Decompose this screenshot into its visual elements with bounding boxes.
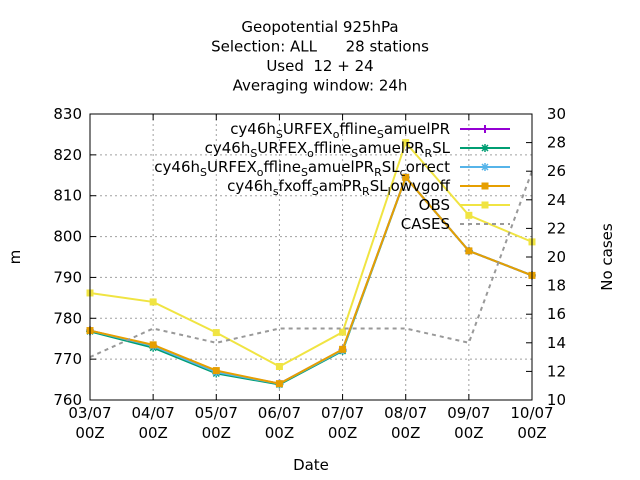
data-point xyxy=(465,211,473,219)
series-6 xyxy=(89,170,533,359)
legend-marker xyxy=(481,182,489,190)
y2-tick-label: 10 xyxy=(547,391,566,409)
x-tick-label: 00Z xyxy=(138,424,167,442)
x-tick-label: 00Z xyxy=(454,424,483,442)
data-point xyxy=(149,341,157,349)
y2-tick-label: 22 xyxy=(547,219,566,237)
legend-marker xyxy=(481,125,489,133)
data-point xyxy=(275,362,283,370)
chart-title: Geopotential 925hPa Selection: ALL 28 sta… xyxy=(211,18,429,95)
y-tick-label: 810 xyxy=(53,187,82,205)
y-tick-label: 830 xyxy=(53,105,82,123)
y-tick-label: 760 xyxy=(53,391,82,409)
x-tick-label: 05/07 xyxy=(195,404,238,422)
x-tick-label: 00Z xyxy=(75,424,104,442)
x-tick-label: 00Z xyxy=(517,424,546,442)
data-point xyxy=(149,298,157,306)
x-tick-label: 04/07 xyxy=(132,404,175,422)
series-line xyxy=(89,175,533,385)
x-tick-label: 08/07 xyxy=(384,404,427,422)
series-line xyxy=(89,140,533,368)
series-layer xyxy=(86,139,536,389)
legend: cy46hSURFEXofflineSamuelPRcy46hSURFEXoff… xyxy=(154,120,510,233)
title-line: Geopotential 925hPa xyxy=(241,18,398,36)
series-line xyxy=(89,175,533,385)
data-point xyxy=(402,173,410,181)
legend-label: cy46hSURFEXofflineSamuelPRRSL xyxy=(205,139,451,160)
legend-marker xyxy=(481,201,489,209)
x-tick-label: 10/07 xyxy=(510,404,553,422)
data-point xyxy=(212,367,220,375)
x-tick-label: 09/07 xyxy=(447,404,490,422)
data-point xyxy=(339,328,347,336)
y2-tick-label: 26 xyxy=(547,162,566,180)
data-point xyxy=(275,380,283,388)
y2-tick-label: 28 xyxy=(547,134,566,152)
axes: 760 770 780 790 800 810 820 830 10 12 14 16 18 20 22 24… xyxy=(53,105,566,442)
x-tick-label: 00Z xyxy=(328,424,357,442)
y-tick-label: 790 xyxy=(53,268,82,286)
y-tick-label: 820 xyxy=(53,146,82,164)
legend-label: cy46hSURFEXofflineSamuelPRRSLcorrect xyxy=(154,158,450,179)
x-tick-label: 00Z xyxy=(202,424,231,442)
x-tick-label: 07/07 xyxy=(321,404,364,422)
y2-axis-label: No cases xyxy=(598,223,616,291)
data-point xyxy=(402,139,410,147)
x-axis-label: Date xyxy=(293,456,329,474)
legend-label: OBS xyxy=(419,196,450,214)
legend-marker xyxy=(481,144,489,152)
y2-tick-label: 30 xyxy=(547,105,566,123)
legend-label: cy46hsfxoffSamPRRSLlowvgoff xyxy=(227,177,451,198)
legend-label: CASES xyxy=(401,215,450,233)
x-tick-label: 06/07 xyxy=(258,404,301,422)
y-tick-label: 780 xyxy=(53,309,82,327)
series-line xyxy=(89,170,533,359)
y-tick-label: 770 xyxy=(53,350,82,368)
y2-tick-label: 14 xyxy=(547,334,566,352)
legend-label: cy46hSURFEXofflineSamuelPR xyxy=(230,120,450,141)
series-line xyxy=(89,175,533,385)
y2-tick-label: 16 xyxy=(547,305,566,323)
x-tick-label: 00Z xyxy=(265,424,294,442)
title-line: Used 12 + 24 xyxy=(266,57,373,75)
y-tick-label: 800 xyxy=(53,228,82,246)
y2-tick-label: 24 xyxy=(547,191,566,209)
legend-marker xyxy=(481,163,489,171)
grid xyxy=(90,114,532,400)
x-tick-label: 03/07 xyxy=(68,404,111,422)
x-tick-label: 00Z xyxy=(391,424,420,442)
data-point xyxy=(465,247,473,255)
y-axis-label: m xyxy=(6,250,24,265)
data-point xyxy=(339,345,347,353)
series-line xyxy=(89,175,533,386)
y2-tick-label: 18 xyxy=(547,277,566,295)
y2-tick-label: 12 xyxy=(547,362,566,380)
y2-tick-label: 20 xyxy=(547,248,566,266)
title-line: Selection: ALL 28 stations xyxy=(211,38,429,56)
data-point xyxy=(212,329,220,337)
title-line: Averaging window: 24h xyxy=(233,77,408,95)
